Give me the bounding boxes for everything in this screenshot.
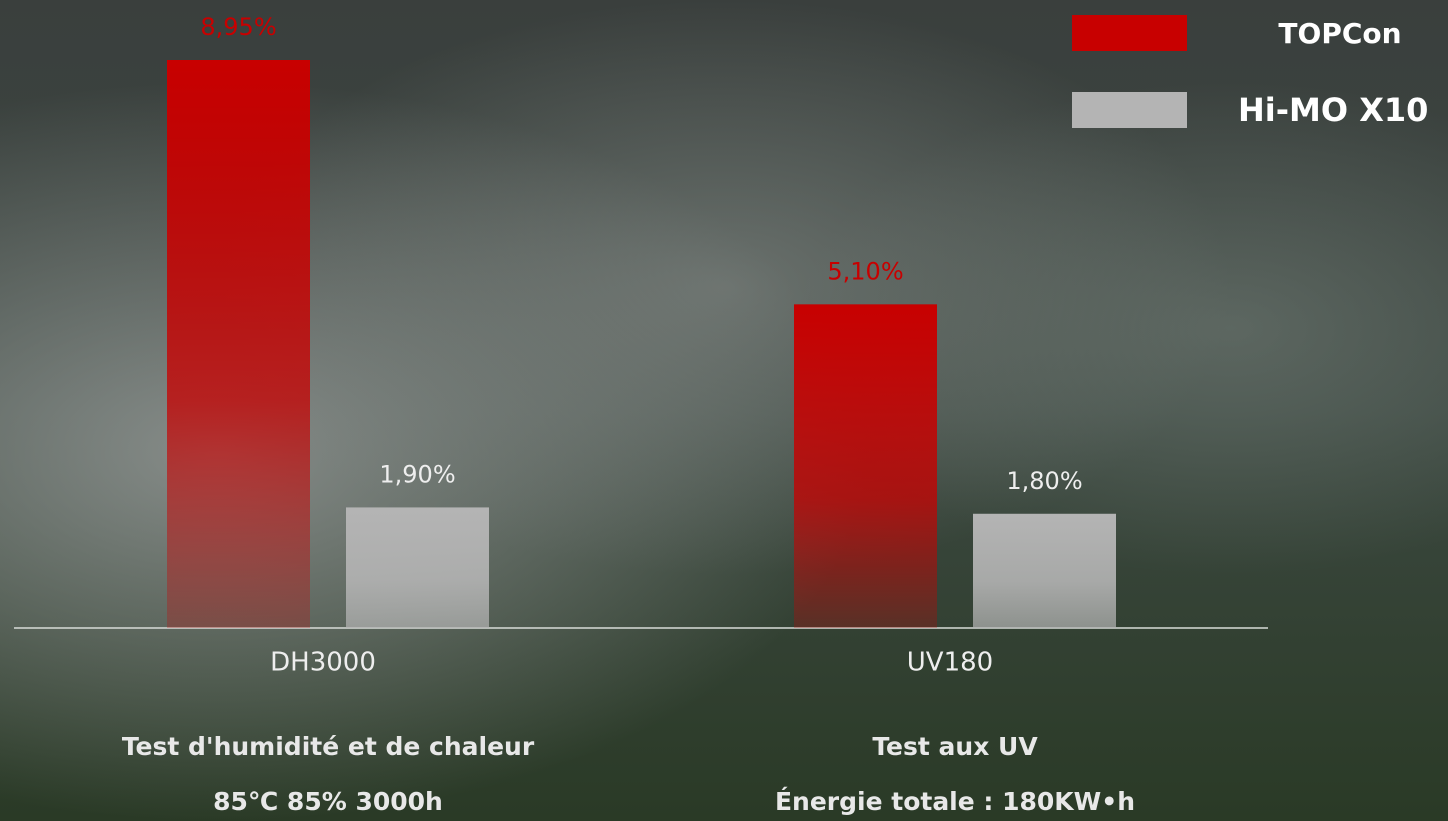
bar — [794, 304, 937, 628]
value-label: 5,10% — [827, 257, 903, 285]
bar — [346, 507, 489, 628]
x-tick-label: DH3000 — [270, 648, 376, 678]
legend-label: Hi-MO X10 — [1238, 91, 1428, 129]
x-tick-label: UV180 — [907, 648, 993, 678]
category-note: Test d'humidité et de chaleur — [122, 732, 535, 761]
value-label: 8,95% — [200, 13, 276, 41]
value-label: 1,80% — [1006, 467, 1082, 495]
category-note: 85℃ 85% 3000h — [213, 787, 443, 816]
bar — [167, 60, 310, 628]
value-label: 1,90% — [379, 460, 455, 488]
legend-swatch — [1072, 15, 1187, 51]
legend-swatch — [1072, 92, 1187, 128]
category-note: Énergie totale : 180KW•h — [775, 787, 1135, 816]
legend-label: TOPCon — [1278, 17, 1401, 50]
bar — [973, 513, 1116, 628]
category-note: Test aux UV — [872, 732, 1038, 761]
